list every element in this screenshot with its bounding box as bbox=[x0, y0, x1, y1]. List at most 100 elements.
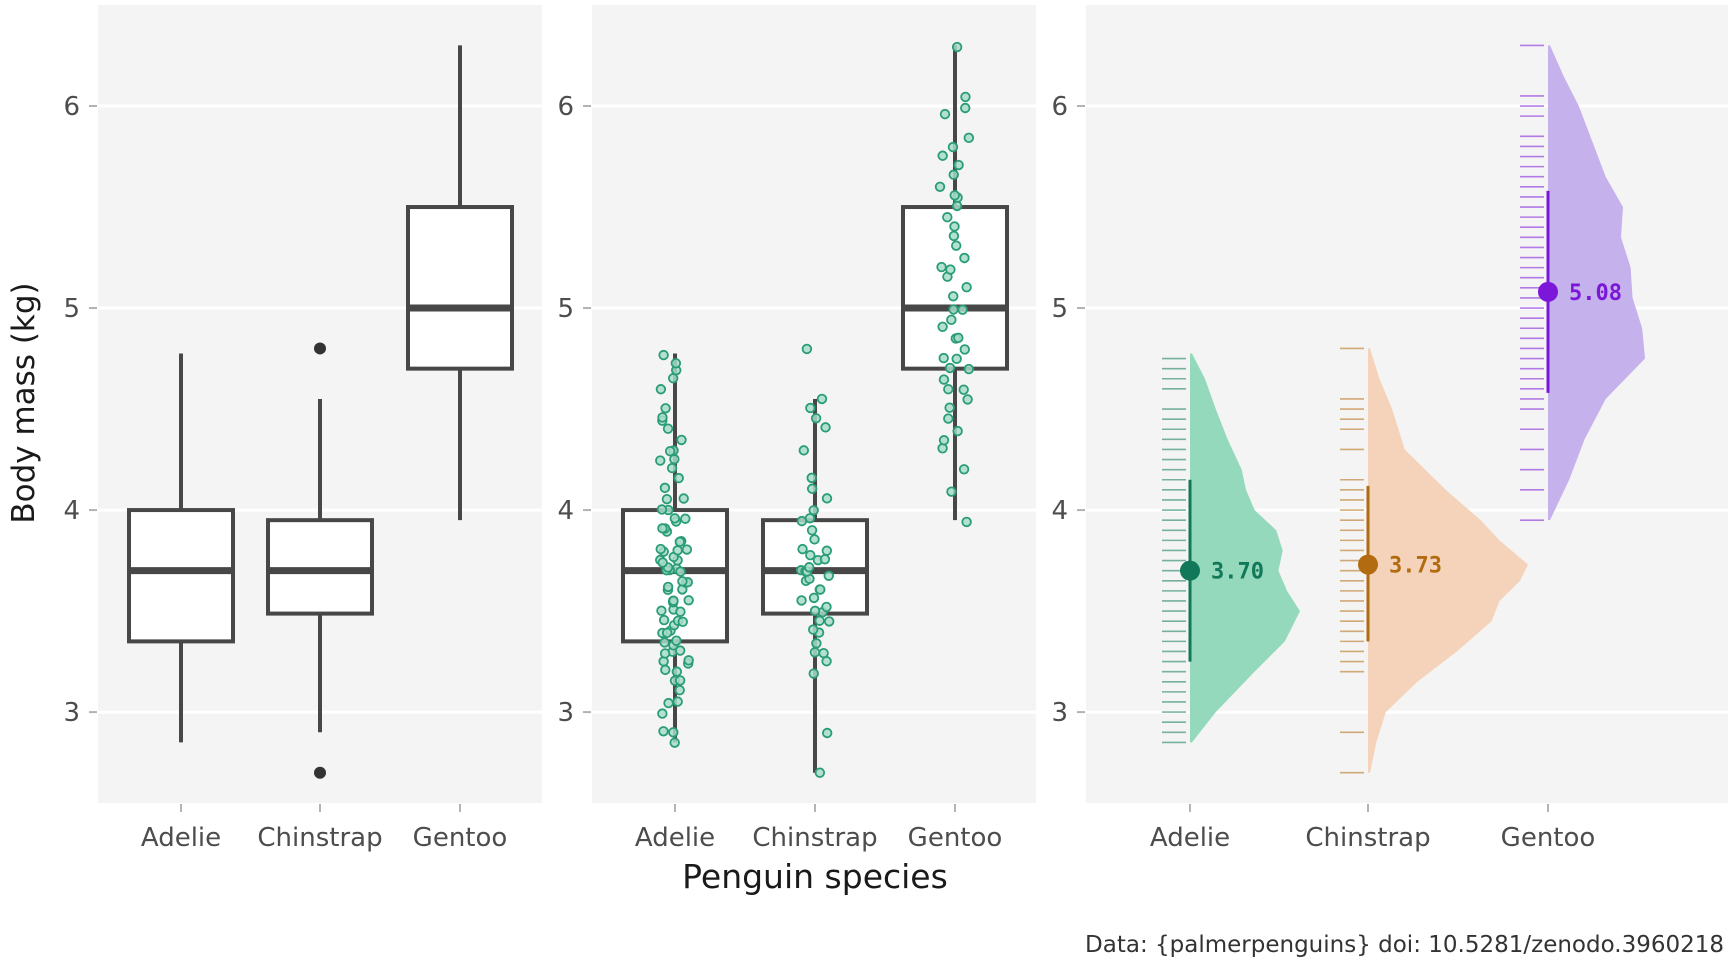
data-point bbox=[963, 363, 975, 375]
data-point bbox=[681, 544, 693, 555]
data-point bbox=[797, 543, 808, 555]
data-point bbox=[676, 434, 687, 446]
data-point bbox=[662, 581, 674, 593]
data-point bbox=[938, 374, 950, 385]
data-point bbox=[816, 393, 828, 405]
data-point bbox=[809, 534, 820, 545]
data-point bbox=[960, 102, 971, 114]
data-point bbox=[655, 384, 667, 395]
data-point bbox=[951, 353, 962, 365]
data-point bbox=[938, 352, 949, 364]
mean-label: 5.08 bbox=[1569, 281, 1622, 306]
data-point bbox=[948, 169, 959, 180]
data-point bbox=[659, 648, 671, 659]
data-point bbox=[951, 41, 963, 53]
box-iqr bbox=[406, 205, 514, 371]
data-point bbox=[808, 668, 819, 679]
y-tick-label: 5 bbox=[557, 294, 574, 324]
rug-lines bbox=[1162, 357, 1186, 744]
panels: 3 4 5 6 Adelie Chinstrap Gentoo 3 4 5 6 Adelie Chins… bbox=[63, 5, 1728, 853]
data-point bbox=[672, 696, 683, 707]
data-point bbox=[823, 616, 835, 627]
data-point bbox=[798, 445, 810, 456]
data-point bbox=[664, 445, 676, 457]
data-point bbox=[658, 349, 669, 361]
data-point bbox=[680, 513, 691, 524]
data-point bbox=[946, 486, 957, 497]
outlier-point bbox=[314, 766, 326, 779]
data-point bbox=[949, 190, 960, 201]
data-point bbox=[821, 545, 833, 556]
data-point bbox=[948, 230, 960, 242]
data-point bbox=[811, 638, 822, 649]
x-tick-label: Chinstrap bbox=[1305, 823, 1430, 853]
data-point bbox=[946, 314, 957, 326]
data-point bbox=[959, 344, 970, 355]
data-point bbox=[671, 635, 682, 646]
data-point bbox=[936, 261, 947, 273]
data-point bbox=[937, 443, 948, 454]
y-tick-label: 4 bbox=[557, 496, 574, 526]
data-point bbox=[948, 291, 959, 302]
mean-label: 3.73 bbox=[1389, 554, 1442, 579]
data-point bbox=[809, 647, 821, 658]
data-point bbox=[803, 562, 815, 573]
y-tick-label: 4 bbox=[1051, 496, 1068, 526]
data-point bbox=[810, 413, 822, 424]
box-gentoo bbox=[406, 45, 514, 521]
raincloud-adelie: 3.70 bbox=[1162, 353, 1300, 744]
data-point bbox=[821, 601, 832, 613]
data-point bbox=[683, 595, 694, 606]
x-tick-label: Adelie bbox=[1150, 823, 1230, 853]
data-point bbox=[659, 482, 671, 494]
data-point bbox=[939, 108, 951, 120]
data-point bbox=[672, 545, 683, 556]
data-point bbox=[673, 472, 684, 484]
data-point bbox=[657, 557, 668, 568]
box-iqr bbox=[127, 508, 235, 644]
data-point bbox=[951, 200, 963, 212]
data-point bbox=[962, 394, 973, 405]
box-chinstrap bbox=[266, 342, 374, 779]
data-point bbox=[668, 595, 679, 606]
data-point bbox=[796, 595, 807, 606]
outlier-point bbox=[314, 342, 326, 355]
data-point bbox=[953, 332, 964, 344]
data-point bbox=[660, 664, 671, 676]
x-tick-label: Chinstrap bbox=[257, 823, 382, 853]
data-point bbox=[674, 645, 686, 656]
data-point bbox=[796, 515, 808, 527]
data-point bbox=[674, 536, 686, 548]
data-point bbox=[657, 708, 668, 719]
data-point bbox=[943, 383, 954, 395]
density-half-violin bbox=[1368, 348, 1528, 773]
data-point bbox=[948, 304, 959, 315]
y-tick-label: 3 bbox=[63, 698, 80, 728]
data-point bbox=[808, 505, 819, 516]
y-tick-label: 6 bbox=[63, 92, 80, 122]
rug-lines bbox=[1520, 44, 1544, 521]
x-axis-title: Penguin species bbox=[682, 857, 948, 896]
mean-point bbox=[1358, 554, 1378, 575]
data-point bbox=[655, 455, 666, 466]
data-point bbox=[661, 627, 673, 639]
y-tick-label: 6 bbox=[557, 92, 574, 122]
x-tick-label: Gentoo bbox=[1501, 823, 1596, 853]
data-point bbox=[656, 605, 667, 616]
x-tick-label: Gentoo bbox=[908, 823, 1003, 853]
data-point bbox=[808, 592, 820, 604]
data-point bbox=[806, 525, 818, 536]
y-tick-label: 5 bbox=[63, 294, 80, 324]
data-point bbox=[806, 483, 818, 494]
x-tick-label: Adelie bbox=[141, 823, 221, 853]
data-point bbox=[942, 212, 953, 223]
data-point bbox=[821, 493, 833, 504]
y-axis-title: Body mass (kg) bbox=[6, 282, 42, 523]
data-point bbox=[963, 132, 975, 144]
data-point bbox=[678, 493, 689, 504]
mean-point bbox=[1538, 281, 1558, 302]
data-point bbox=[951, 240, 962, 251]
data-point bbox=[663, 697, 674, 709]
data-point bbox=[659, 637, 670, 648]
